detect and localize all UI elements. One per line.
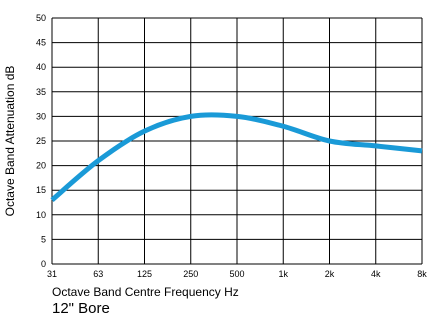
- y-tick-label: 30: [36, 111, 46, 121]
- x-tick-label: 500: [229, 269, 244, 279]
- series-group: [50, 112, 423, 202]
- y-tick-label: 10: [36, 210, 46, 220]
- y-tick-label: 45: [36, 38, 46, 48]
- y-tick-labels: 0 5 10 15 20 25 30 35 40 45 50: [36, 13, 46, 269]
- x-tick-labels: 31 63 125 250 500 1k 2k 4k 8k: [47, 269, 427, 279]
- x-tick-label: 4k: [371, 269, 381, 279]
- x-axis-label: Octave Band Centre Frequency Hz: [52, 285, 239, 299]
- y-tick-label: 40: [36, 62, 46, 72]
- chart-caption: 12" Bore: [52, 300, 110, 317]
- y-axis-label: Octave Band Attenuation dB: [3, 66, 17, 217]
- y-tick-label: 5: [41, 234, 46, 244]
- series-line: [50, 112, 423, 202]
- y-tick-label: 50: [36, 13, 46, 23]
- x-tick-label: 250: [183, 269, 198, 279]
- y-tick-label: 0: [41, 259, 46, 269]
- y-tick-label: 15: [36, 185, 46, 195]
- y-tick-label: 20: [36, 161, 46, 171]
- x-tick-label: 2k: [325, 269, 335, 279]
- x-tick-label: 1k: [278, 269, 288, 279]
- x-tick-label: 8k: [417, 269, 427, 279]
- y-tick-label: 25: [36, 136, 46, 146]
- x-tick-label: 125: [137, 269, 152, 279]
- y-tick-label: 35: [36, 87, 46, 97]
- x-tick-label: 31: [47, 269, 57, 279]
- chart-grid: [51, 17, 423, 265]
- x-tick-label: 63: [93, 269, 103, 279]
